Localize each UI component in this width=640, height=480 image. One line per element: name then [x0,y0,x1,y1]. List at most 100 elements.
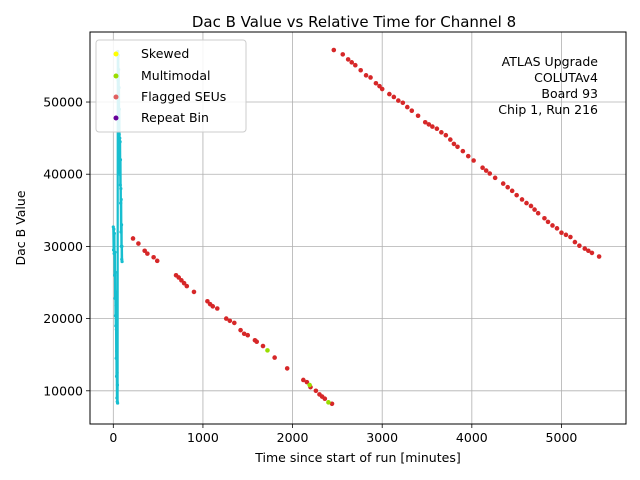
flagged-seu-point [465,153,471,159]
flagged-seu-point [545,219,551,225]
main-series-point [113,270,117,274]
flagged-seu-point [345,57,351,62]
flagged-seu-point [223,316,229,321]
flagged-seu-point [340,52,346,57]
x-tick-label: 1000 [187,430,219,445]
legend-marker-flagged-seus [113,94,119,100]
legend: Skewed Multimodal Flagged SEUs Repeat Bi… [95,39,247,133]
main-series-point [118,183,122,187]
multimodal-point [326,400,331,405]
flagged-seu-point [532,207,537,212]
flagged-seu-point [181,280,187,286]
main-series-point [113,273,117,277]
flagged-seu-point [284,366,290,371]
x-axis-label: Time since start of run [minutes] [254,450,460,465]
flagged-seu-point [451,141,457,147]
annotation-line-2: COLUTAv4 [534,70,598,85]
flagged-seu-point [505,184,510,190]
main-series-point [119,230,123,234]
flagged-seu-point [377,83,382,89]
legend-label-multimodal: Multimodal [141,68,210,83]
flagged-seu-point [260,343,266,349]
multimodal-point [307,382,312,388]
flagged-seu-point [480,165,485,171]
flagged-seu-point [136,241,141,246]
main-series-point [114,290,118,294]
flagged-seu-point [363,73,369,78]
flagged-seu-point [483,168,489,173]
main-series-point [119,187,123,191]
flagged-seu-point [353,62,358,68]
flagged-seu-point [404,104,410,110]
flagged-seu-point [210,304,216,309]
annotation-line-1: ATLAS Upgrade [502,54,599,69]
flagged-seu-point [524,200,529,206]
flagged-seu-point [301,377,306,383]
x-tick-label: 2000 [277,430,309,445]
flagged-seu-point [176,275,182,280]
flagged-seu-point [572,239,578,245]
grid-lines [90,32,626,424]
flagged-seu-point [460,148,466,154]
main-series-point [119,197,123,202]
flagged-seu-point [391,94,397,100]
main-series-point [120,259,124,264]
legend-marker-skewed [113,51,119,57]
x-tick-label: 0 [109,430,117,445]
flagged-seu-point [349,60,355,65]
legend-label-repeat-bin: Repeat Bin [141,110,209,125]
flagged-seu-point [434,126,440,132]
flagged-seu-point [563,232,569,238]
flagged-seu-point [184,283,190,289]
flagged-seu-point [400,100,406,106]
flagged-seu-point [154,258,160,264]
flagged-seu-point [443,132,449,138]
main-series-point [114,327,118,332]
flagged-seu-point [179,278,184,283]
flagged-seu-point [304,379,310,385]
multimodal-points [265,348,331,405]
flagged-seu-point [145,251,150,256]
y-axis-label: Dac B Value [13,190,28,265]
x-tick-label: 3000 [366,430,398,445]
flagged-seu-point [426,122,432,127]
y-tick-label: 50000 [43,95,83,110]
main-series-point [115,349,119,353]
axis-ticks: 0 1000 2000 3000 4000 5000 10000 20000 30000 4000… [43,95,577,445]
main-series-point [119,223,124,227]
flagged-seu-point [582,246,588,251]
x-tick-label: 5000 [546,430,578,445]
flagged-seu-point [232,320,237,326]
flagged-seu-point [238,327,243,333]
y-tick-label: 40000 [43,167,83,182]
main-series-point [113,314,118,318]
y-tick-label: 30000 [43,239,83,254]
plot-frame [89,31,627,425]
flagged-seu-point [559,230,564,235]
flagged-seu-point [577,243,582,248]
flagged-seu-point [492,175,498,181]
flagged-seu-point [379,86,385,92]
flagged-seu-point [241,331,247,337]
flagged-seu-point [528,203,534,209]
flagged-seu-point [448,137,453,142]
legend-marker-multimodal [113,73,119,79]
main-series-point [120,244,124,249]
main-series-point [114,304,118,308]
main-series-point [118,140,122,144]
main-series-point [113,250,117,254]
flagged-seu-point [589,250,595,256]
main-series-point [115,396,119,400]
flagged-seu-point [331,47,337,53]
flagged-seu-point [368,75,373,80]
flagged-seu-point [245,332,251,338]
flagged-seu-point [487,171,493,176]
flagged-seu-point [205,298,210,304]
main-series-point [112,231,116,236]
main-series-point [113,296,117,300]
flagged-seu-point [358,67,363,73]
flagged-seu-point [409,108,415,113]
flagged-seu-point [130,236,136,241]
main-series-point [118,136,122,140]
main-series-point [115,383,120,387]
